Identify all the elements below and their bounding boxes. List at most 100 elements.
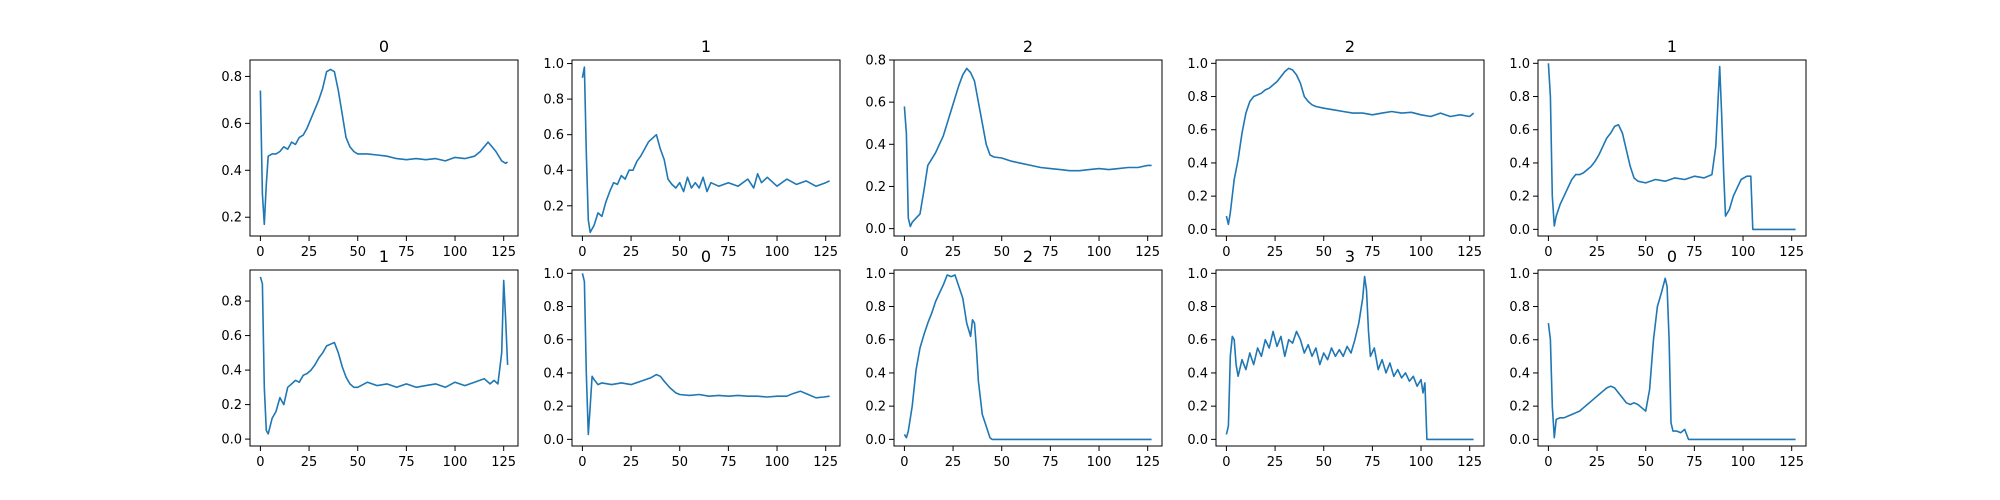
y-tick-label: 0.6 <box>1509 333 1530 348</box>
subplot-title: 0 <box>701 247 711 266</box>
subplot-title: 1 <box>379 247 389 266</box>
y-tick-label: 0.0 <box>1187 223 1208 238</box>
y-tick-label: 0.8 <box>221 295 242 310</box>
x-tick-label: 25 <box>945 245 962 260</box>
x-tick-label: 75 <box>398 245 415 260</box>
x-tick-label: 0 <box>578 245 586 260</box>
y-tick-label: 0.4 <box>221 164 242 179</box>
series-line <box>903 274 1152 441</box>
x-tick-label: 75 <box>720 455 737 470</box>
x-tick-label: 50 <box>993 455 1010 470</box>
axes-frame <box>893 269 1163 447</box>
subplot-title: 0 <box>379 37 389 56</box>
series-line <box>1547 63 1796 231</box>
x-tick-label: 125 <box>813 455 838 470</box>
y-tick-label: 0.0 <box>1187 433 1208 448</box>
y-tick-label: 0.2 <box>865 180 886 195</box>
x-tick-label: 125 <box>1457 455 1482 470</box>
x-tick-label: 75 <box>1042 245 1059 260</box>
y-tick-label: 0.2 <box>543 199 564 214</box>
y-tick-label: 1.0 <box>1187 267 1208 282</box>
y-tick-label: 0.6 <box>543 333 564 348</box>
y-tick-label: 0.8 <box>543 300 564 315</box>
axes-frame <box>1537 59 1807 237</box>
y-tick-label: 0.4 <box>865 366 886 381</box>
x-tick-label: 25 <box>301 245 318 260</box>
y-tick-label: 0.0 <box>865 222 886 237</box>
axes-frame <box>249 59 519 237</box>
y-tick-label: 0.2 <box>1509 400 1530 415</box>
x-tick-label: 100 <box>1409 245 1434 260</box>
x-tick-label: 50 <box>1315 245 1332 260</box>
x-tick-label: 100 <box>1731 455 1756 470</box>
subplot-title: 2 <box>1345 37 1355 56</box>
y-tick-label: 0.4 <box>543 164 564 179</box>
subplot-2: 2 0 25 50 75 100 125 0.0 0.2 0.4 0.6 0.8 <box>865 37 1163 260</box>
series-line <box>1225 275 1474 441</box>
y-tick-label: 0.0 <box>1509 433 1530 448</box>
x-tick-label: 125 <box>491 455 516 470</box>
subplot-8: 3 0 25 50 75 100 125 0.0 0.2 0.4 0.6 0.8 1.0 <box>1187 247 1485 470</box>
x-tick-label: 125 <box>1135 455 1160 470</box>
x-tick-label: 125 <box>491 245 516 260</box>
y-tick-label: 0.0 <box>543 433 564 448</box>
y-tick-label: 0.4 <box>865 138 886 153</box>
y-tick-label: 0.8 <box>1187 90 1208 105</box>
y-tick-label: 0.0 <box>865 433 886 448</box>
y-tick-label: 0.4 <box>221 364 242 379</box>
series-line <box>259 276 509 435</box>
axes-frame <box>571 59 841 237</box>
x-tick-label: 50 <box>349 245 366 260</box>
y-tick-label: 0.4 <box>1187 156 1208 171</box>
subplot-6: 0 0 25 50 75 100 125 0.0 0.2 0.4 0.6 0.8 1.0 <box>543 247 841 470</box>
x-tick-label: 100 <box>1087 455 1112 470</box>
subplot-3: 2 0 25 50 75 100 125 0.0 0.2 0.4 0.6 0.8 1.0 <box>1187 37 1485 260</box>
x-tick-label: 0 <box>578 455 586 470</box>
x-tick-label: 25 <box>1589 455 1606 470</box>
x-tick-label: 100 <box>765 245 790 260</box>
x-tick-label: 100 <box>1087 245 1112 260</box>
x-tick-label: 125 <box>1135 245 1160 260</box>
axes-frame <box>1537 269 1807 447</box>
x-tick-label: 75 <box>398 455 415 470</box>
y-tick-label: 0.2 <box>1187 190 1208 205</box>
subplot-5: 1 0 25 50 75 100 125 0.0 0.2 0.4 0.6 0.8 <box>221 247 519 470</box>
x-tick-label: 50 <box>993 245 1010 260</box>
y-tick-label: 0.6 <box>865 333 886 348</box>
x-tick-label: 0 <box>256 245 264 260</box>
x-tick-label: 75 <box>720 245 737 260</box>
y-tick-label: 0.0 <box>221 433 242 448</box>
x-tick-label: 125 <box>1779 455 1804 470</box>
axes-frame <box>893 59 1163 237</box>
series-line <box>1547 277 1796 441</box>
subplot-4: 1 0 25 50 75 100 125 0.0 0.2 0.4 0.6 0.8 1.0 <box>1509 37 1807 260</box>
x-tick-label: 25 <box>623 245 640 260</box>
x-tick-label: 100 <box>443 245 468 260</box>
axes-frame <box>249 269 519 447</box>
y-tick-label: 0.2 <box>221 398 242 413</box>
subplot-7: 2 0 25 50 75 100 125 0.0 0.2 0.4 0.6 0.8 1.0 <box>865 247 1163 470</box>
x-tick-label: 0 <box>256 455 264 470</box>
y-tick-label: 0.8 <box>543 93 564 108</box>
x-tick-label: 50 <box>671 245 688 260</box>
y-tick-label: 1.0 <box>543 57 564 72</box>
x-tick-label: 75 <box>1686 455 1703 470</box>
y-tick-label: 0.6 <box>1187 333 1208 348</box>
axes-frame <box>1215 59 1485 237</box>
y-tick-label: 0.4 <box>1187 366 1208 381</box>
x-tick-label: 125 <box>1779 245 1804 260</box>
series-line <box>1225 67 1475 226</box>
y-tick-label: 0.8 <box>1187 300 1208 315</box>
subplot-9: 0 0 25 50 75 100 125 0.0 0.2 0.4 0.6 0.8 1.0 <box>1509 247 1807 470</box>
x-tick-label: 25 <box>623 455 640 470</box>
x-tick-label: 25 <box>301 455 318 470</box>
series-line <box>581 273 830 436</box>
x-tick-label: 125 <box>813 245 838 260</box>
subplot-title: 1 <box>1667 37 1677 56</box>
x-tick-label: 100 <box>1731 245 1756 260</box>
y-tick-label: 0.6 <box>1509 123 1530 138</box>
y-tick-label: 1.0 <box>1509 267 1530 282</box>
x-tick-label: 50 <box>1315 455 1332 470</box>
x-tick-label: 75 <box>1686 245 1703 260</box>
